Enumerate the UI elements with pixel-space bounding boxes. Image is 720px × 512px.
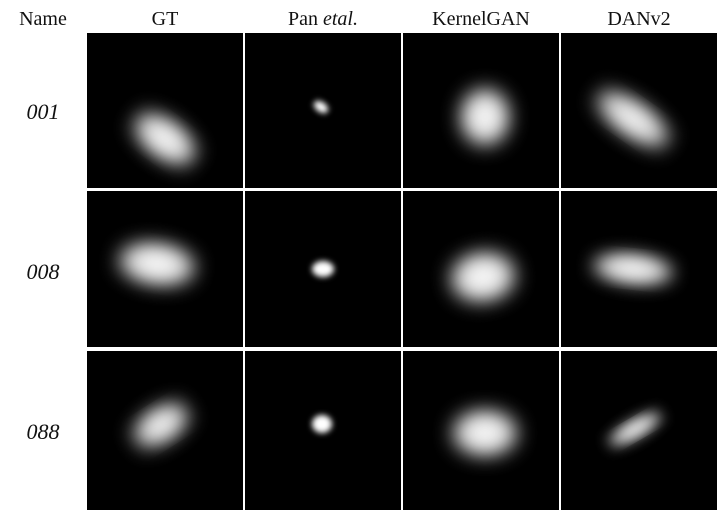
- kernel-008-danv2: [561, 191, 717, 347]
- kernel-088-pan: [245, 351, 401, 510]
- header-etal-text: etal.: [323, 8, 358, 30]
- kernel-001-kernelgan: [403, 33, 559, 188]
- row-label-008: 008: [26, 259, 60, 284]
- header-name: Name: [19, 8, 67, 30]
- kernel-008-pan: [245, 191, 401, 347]
- kernel-001-pan: [245, 33, 401, 188]
- header-pan-text: Pan: [288, 8, 323, 30]
- kernel-001-danv2: [561, 33, 717, 188]
- kernel-001-gt: [87, 33, 243, 188]
- kernel-008-kernelgan: [403, 191, 559, 347]
- row-label-088: 088: [26, 419, 60, 444]
- header-pan-etal: Pan etal.: [245, 6, 401, 32]
- kernel-008-gt: [87, 191, 243, 347]
- row-label-001: 001: [26, 99, 60, 124]
- kernel-088-kernelgan: [403, 351, 559, 510]
- kernel-088-danv2: [561, 351, 717, 510]
- header-danv2: DANv2: [607, 8, 671, 30]
- header-kernelgan: KernelGAN: [432, 8, 530, 30]
- header-gt: GT: [151, 8, 179, 30]
- kernel-088-gt: [87, 351, 243, 510]
